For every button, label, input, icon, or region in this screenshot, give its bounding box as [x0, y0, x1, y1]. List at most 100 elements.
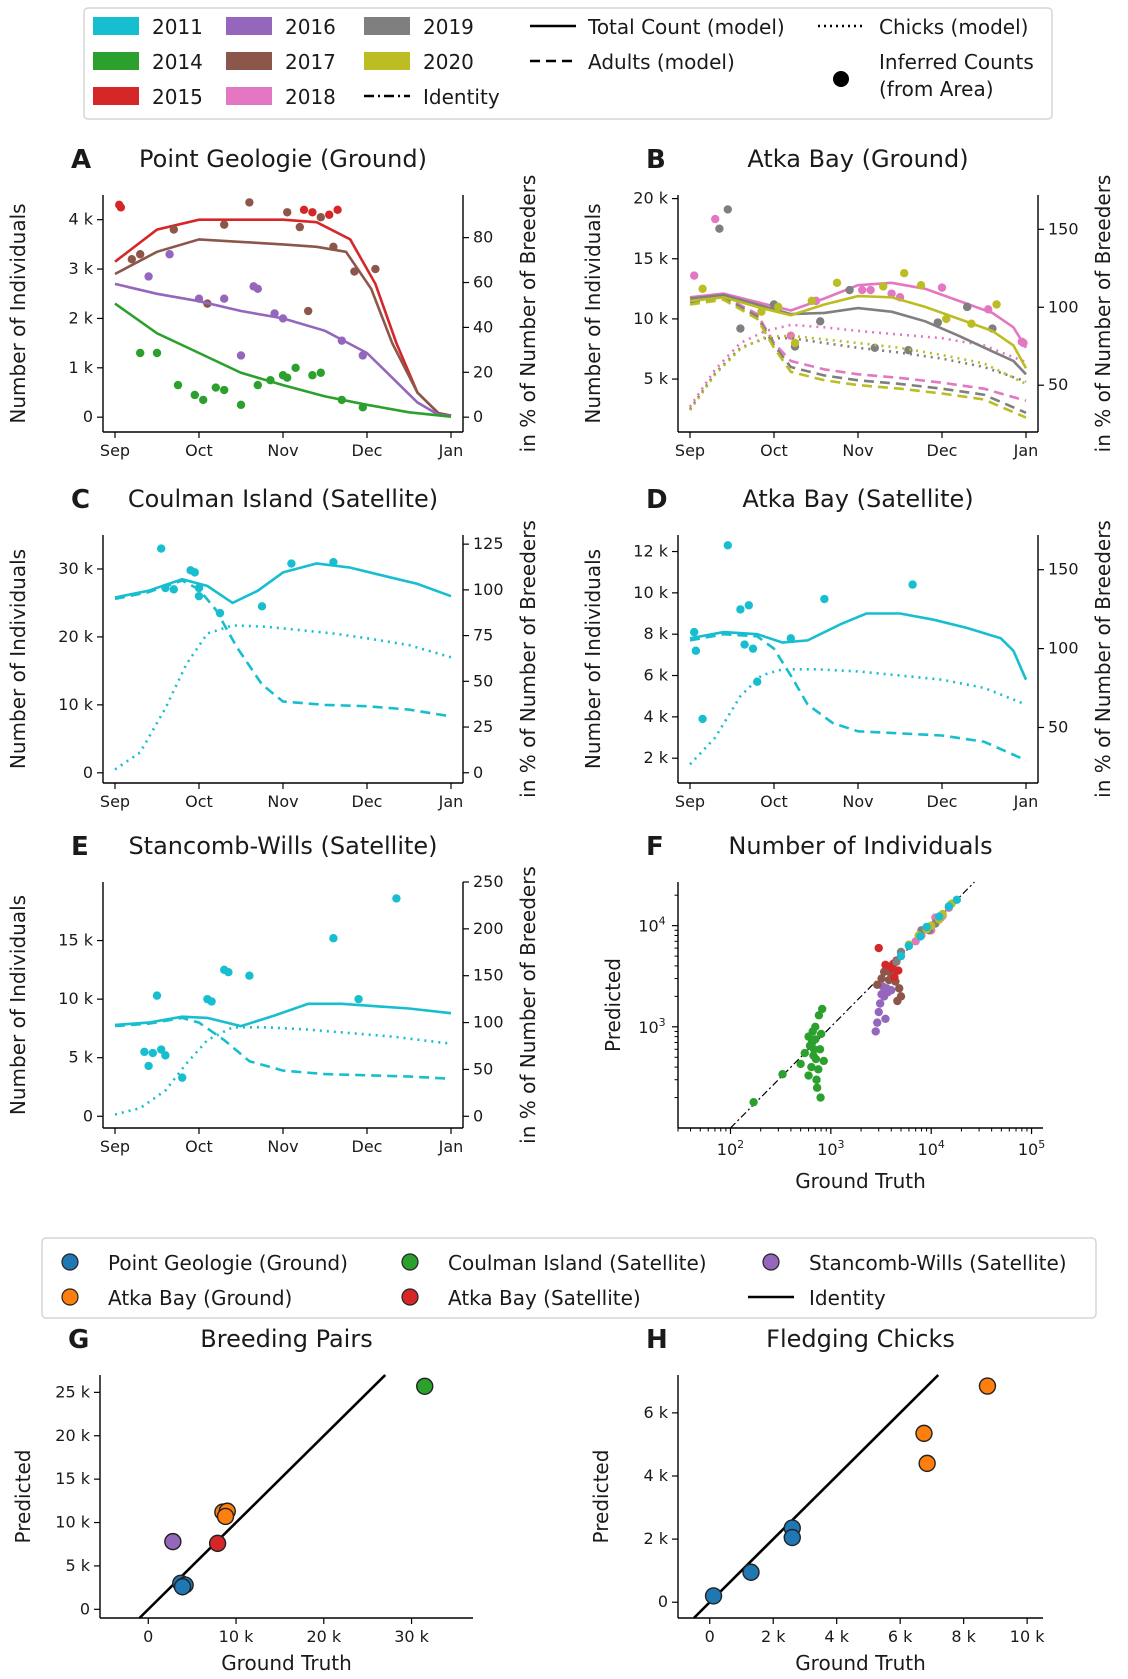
total-line-2019: [689, 293, 1027, 376]
y2-axis-label: in % of Number of Breeders: [1091, 175, 1115, 453]
y-tick-label: 4 k: [68, 210, 93, 229]
point-2011: [786, 634, 795, 643]
y-axis-label: Number of Individuals: [6, 203, 30, 423]
y-tick-label: 10 k: [58, 989, 93, 1008]
point-abs: [208, 1534, 227, 1553]
legend-pg-marker: [61, 1253, 79, 1271]
point-2011: [354, 994, 363, 1004]
y-tick-label: 6 k: [643, 666, 668, 685]
point-2014: [253, 380, 262, 390]
point-2019: [870, 343, 879, 352]
point-2018: [858, 285, 867, 295]
point-2020: [916, 281, 926, 290]
point-2019: [715, 224, 724, 233]
point-2014: [190, 390, 199, 400]
point-2011: [908, 580, 917, 589]
panel-title: Fledging Chicks: [766, 1325, 955, 1353]
x-tick-label: Nov: [842, 441, 873, 460]
y2-tick-label: 0: [473, 407, 483, 426]
y2-tick-label: 0: [473, 1106, 483, 1125]
point-ab: [216, 1507, 235, 1526]
y-tick-label: 8 k: [643, 624, 668, 643]
x-tick-label: Jan: [438, 792, 464, 811]
point-2014: [778, 1070, 787, 1079]
point-2014: [236, 400, 246, 410]
point-2014: [749, 1097, 758, 1107]
y-tick-label: 10 k: [633, 583, 668, 602]
point-2011: [194, 591, 204, 601]
y2-tick-label: 20: [473, 362, 493, 381]
adults-line-2011: [114, 579, 452, 718]
point-2020: [900, 268, 909, 278]
point-2015: [894, 966, 903, 975]
point-2014: [814, 1011, 824, 1020]
point-2015: [116, 203, 126, 212]
y2-tick-label: 150: [1048, 219, 1079, 238]
point-2018: [1019, 338, 1028, 348]
point-2018: [690, 271, 699, 280]
x-tick-label: Sep: [100, 792, 130, 811]
point-2018: [711, 214, 720, 224]
point-ab: [915, 1424, 933, 1443]
total-line-2018: [689, 281, 1028, 349]
y-tick-label: 104: [638, 915, 665, 936]
y-tick-label: 0: [658, 1592, 668, 1611]
panel-b: B Atka Bay (Ground) Sep Oct Nov Dec Jan 5 k 10 k…: [581, 145, 1115, 460]
point-2014: [804, 1071, 813, 1080]
x-tick-label: 103: [817, 1138, 844, 1159]
point-2016: [220, 294, 229, 303]
x-tick-label: Dec: [352, 1137, 383, 1156]
x-tick-label: 20 k: [306, 1627, 341, 1646]
y-tick-label: 0: [80, 1599, 90, 1618]
point-2014: [815, 1045, 825, 1054]
top-legend: 2011 2014 2015 2016 2017 2018 2019 2020 …: [83, 7, 1053, 120]
total-line-2011: [114, 562, 452, 605]
point-2014: [283, 373, 292, 382]
point-2020: [757, 307, 766, 316]
legend-label-ci: Coulman Island (Satellite): [448, 1251, 707, 1275]
point-2014: [807, 1062, 816, 1072]
point-ci: [416, 1377, 434, 1395]
x-axis-label: Ground Truth: [795, 1651, 926, 1675]
x-tick-label: 6 k: [888, 1627, 913, 1646]
x-tick-label: Oct: [185, 441, 213, 460]
legend-label-sw: Stancomb-Wills (Satellite): [809, 1251, 1067, 1275]
point-2011: [820, 594, 829, 604]
x-tick-label: Nov: [267, 792, 298, 811]
panel-title: Breeding Pairs: [200, 1325, 372, 1353]
point-2011: [178, 1073, 187, 1082]
point-2011: [690, 627, 699, 637]
point-2014: [809, 1045, 819, 1054]
point-2014: [308, 371, 317, 380]
y-tick-label: 0: [83, 763, 93, 782]
point-2017: [877, 974, 886, 983]
y2-tick-label: 0: [473, 763, 483, 782]
point-2014: [811, 1022, 820, 1032]
point-2017: [350, 267, 359, 276]
point-2014: [819, 1056, 828, 1066]
y-axis-label: Predicted: [601, 958, 625, 1052]
point-2020: [942, 314, 951, 324]
panel-title: Atka Bay (Satellite): [742, 485, 973, 513]
point-2016: [144, 272, 153, 281]
y2-axis-label: in % of Number of Breeders: [516, 866, 540, 1144]
y-tick-label: 3 k: [68, 259, 93, 278]
panel-letter: C: [71, 485, 90, 515]
x-tick-label: 105: [1018, 1138, 1045, 1159]
y-tick-label: 4 k: [643, 1466, 668, 1485]
point-2016: [165, 250, 174, 259]
point-2016: [253, 284, 262, 294]
point-2011: [152, 991, 162, 1000]
legend-swatch-2016: [226, 17, 272, 35]
point-2020: [807, 296, 816, 306]
y2-tick-label: 80: [473, 228, 493, 247]
point-2020: [774, 302, 783, 312]
legend-label-pg: Point Geologie (Ground): [108, 1251, 348, 1275]
panel-letter: F: [646, 832, 664, 862]
y2-tick-label: 100: [473, 1013, 504, 1032]
point-2016: [337, 336, 346, 345]
x-tick-label: 8 k: [951, 1627, 976, 1646]
point-2014: [136, 348, 145, 358]
point-2020: [698, 284, 707, 294]
point-2011: [287, 559, 296, 568]
